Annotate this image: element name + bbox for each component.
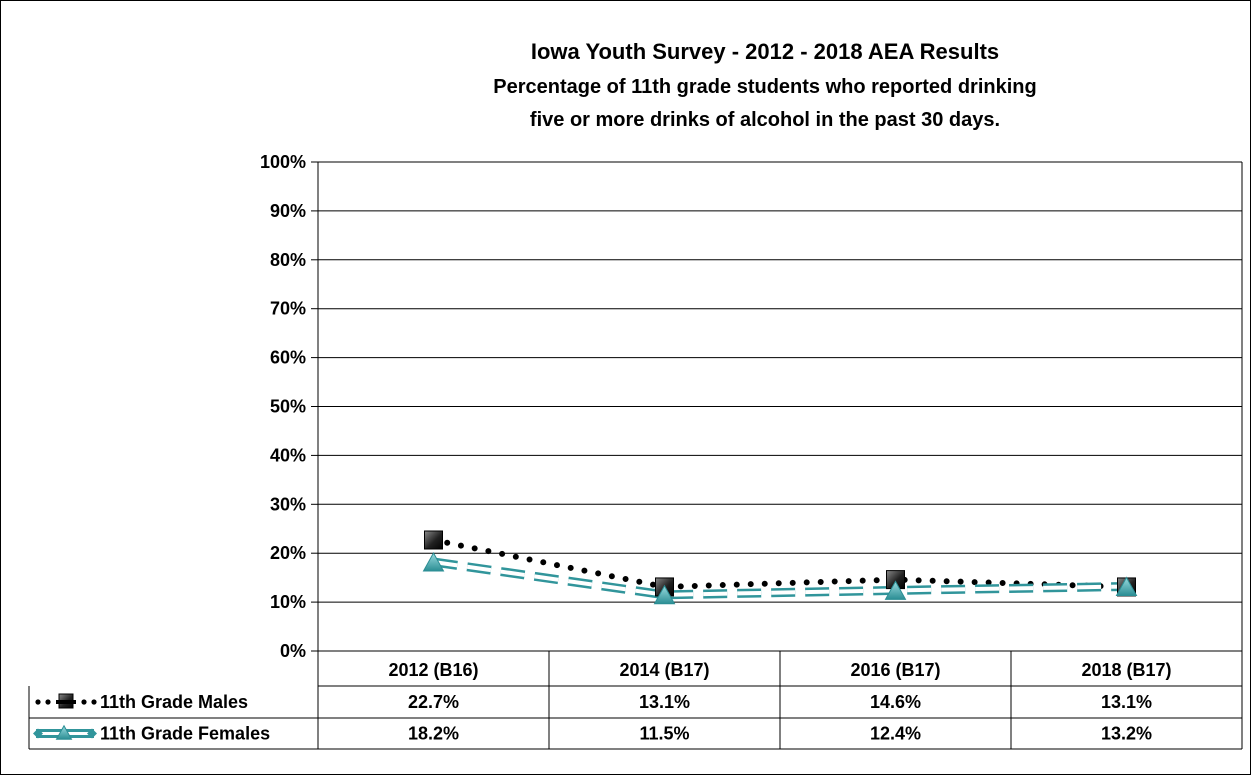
data-label: 11.5%	[639, 724, 689, 744]
series-line-females-gap	[433, 560, 1127, 597]
chart-subtitle-line-2: five or more drinks of alcohol in the pa…	[530, 109, 1000, 131]
legend-key-dot	[91, 699, 97, 705]
data-label: 13.1%	[1101, 692, 1152, 712]
series-line-males	[430, 537, 1130, 590]
category-label: 2012 (B16)	[388, 660, 478, 680]
y-tick-label: 70%	[270, 299, 306, 319]
category-label: 2018 (B17)	[1081, 660, 1171, 680]
legend-key-dot	[45, 699, 51, 705]
y-tick-labels: 0% 10% 20% 30% 40% 50% 60% 70% 80% 90% 100%	[260, 152, 306, 661]
point-male	[424, 530, 443, 550]
category-label: 2016 (B17)	[850, 660, 940, 680]
y-tick-label: 100%	[260, 152, 306, 172]
point-female	[884, 580, 907, 600]
chart-title: Iowa Youth Survey - 2012 - 2018 AEA Resu…	[531, 39, 999, 64]
legend-key-diamond	[87, 728, 97, 739]
series-name: 11th Grade Females	[100, 724, 270, 744]
y-tick-label: 20%	[270, 543, 306, 563]
data-label: 13.1%	[639, 692, 690, 712]
y-tick-label: 60%	[270, 348, 306, 368]
legend-key-triangle	[55, 724, 73, 740]
y-tick-label: 90%	[270, 201, 306, 221]
point-female	[1115, 576, 1138, 596]
category-label: 2014 (B17)	[619, 660, 709, 680]
data-label: 13.2%	[1101, 724, 1152, 744]
point-female	[653, 584, 676, 605]
data-label: 12.4%	[870, 724, 921, 744]
y-tick-label: 10%	[270, 592, 306, 612]
data-label: 22.7%	[408, 692, 459, 712]
data-label: 14.6%	[870, 692, 921, 712]
legend-key-diamond	[33, 728, 43, 739]
y-tick-label: 0%	[280, 641, 306, 661]
legend-key-dot	[35, 699, 41, 705]
y-tick-label: 50%	[270, 397, 306, 417]
data-table-lines	[28, 162, 1243, 750]
y-tick-label: 40%	[270, 445, 306, 465]
data-table-rows: 11th Grade Males 22.7% 13.1% 14.6% 13.1% 11th…	[33, 692, 1152, 744]
data-label: 18.2%	[408, 724, 459, 744]
y-tick-label: 30%	[270, 494, 306, 514]
series-name: 11th Grade Males	[100, 692, 248, 712]
series-lines	[430, 537, 1130, 600]
series-markers	[422, 530, 1138, 605]
point-female	[422, 551, 445, 572]
legend-key-dot	[81, 699, 87, 705]
category-labels: 2012 (B16) 2014 (B17) 2016 (B17) 2018 (B17)	[388, 660, 1171, 680]
y-gridlines	[311, 161, 1242, 652]
y-tick-label: 80%	[270, 250, 306, 270]
chart-subtitle-line-1: Percentage of 11th grade students who re…	[493, 76, 1036, 98]
legend-key-bar	[56, 700, 76, 704]
